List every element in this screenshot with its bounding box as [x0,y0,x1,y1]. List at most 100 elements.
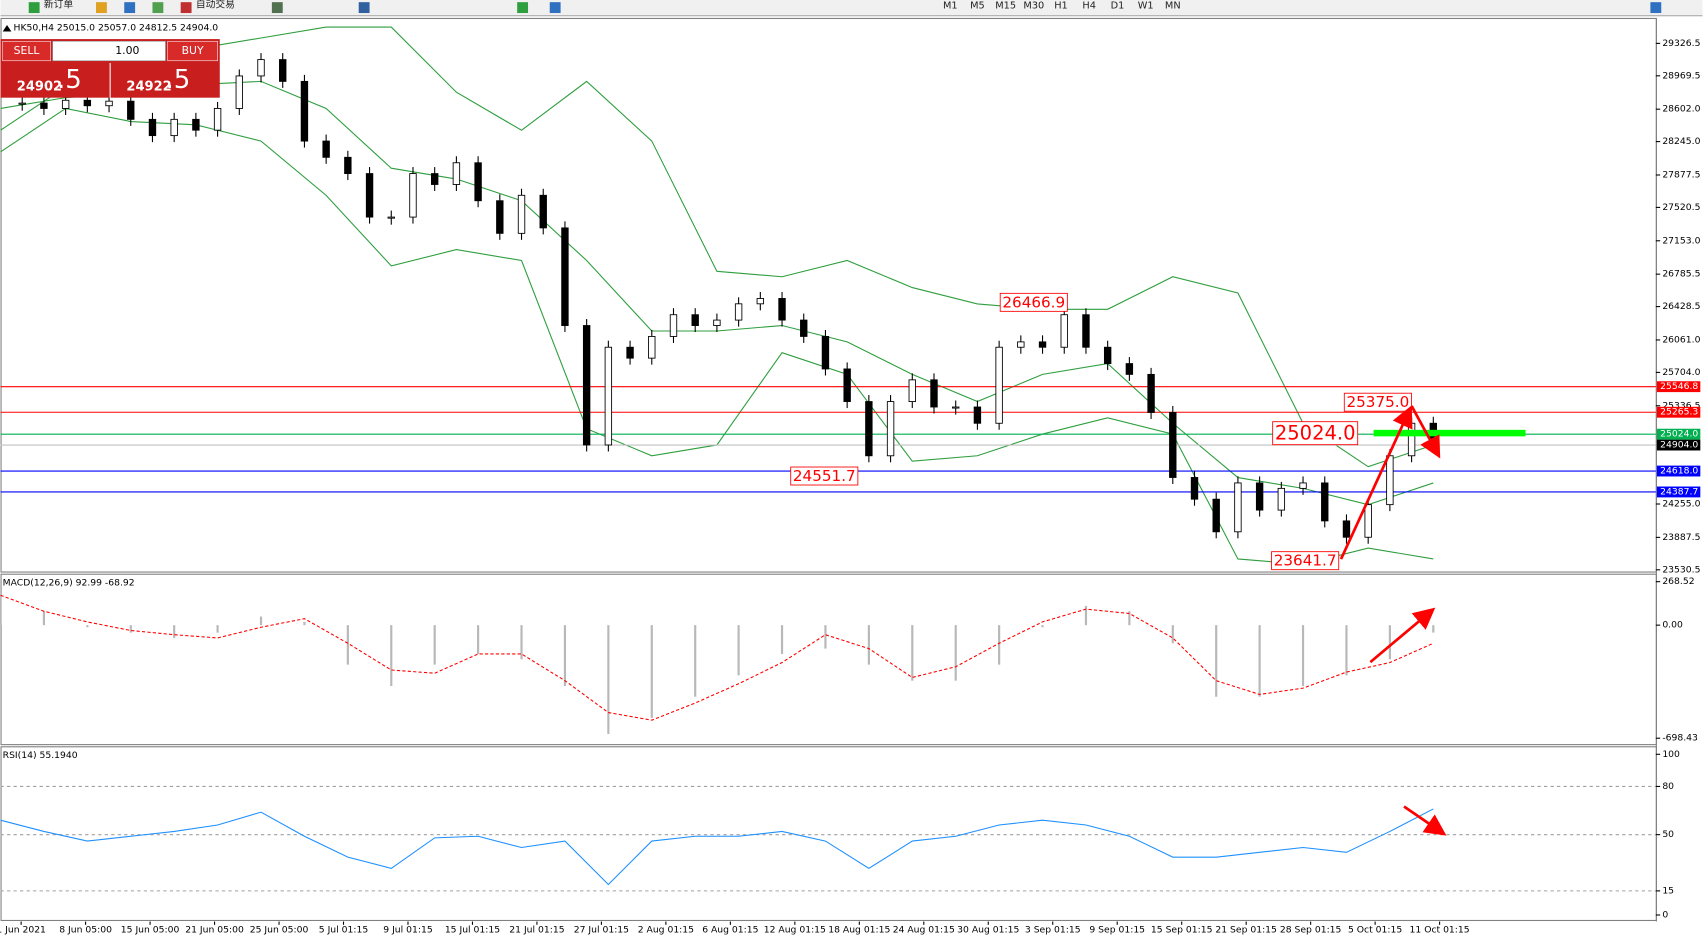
y-tick-label: -698.43 [1662,733,1698,744]
x-tick-label: 8 Jun 05:00 [59,925,112,936]
y-tick-label: 0 [1662,909,1668,920]
annotation-box [999,292,1068,312]
y-tick-label: 50 [1662,829,1674,840]
timeframe-button[interactable]: M15 [995,0,1016,11]
candle-body [1017,341,1025,348]
y-tick-label: 23887.5 [1662,532,1700,543]
icon[interactable] [271,2,283,14]
timeframe-button[interactable]: M30 [1023,0,1044,11]
macd-bar [303,621,306,626]
candle-body [778,298,786,321]
candle-body [496,200,504,234]
candle-body [344,156,352,175]
price-label-box [1656,406,1701,418]
arrow [1410,405,1441,459]
macd-bar [1432,625,1435,633]
auto-trading-button[interactable]: 自动交易 [196,0,235,10]
candle-body [192,118,200,131]
sell-label[interactable]: SELL [14,44,40,57]
icon[interactable] [1650,2,1662,14]
timeframe-button[interactable]: D1 [1111,0,1125,11]
y-tick-label: 15 [1662,885,1674,896]
candle-body [930,379,938,408]
y-tick-label: 26428.5 [1662,301,1700,312]
candle-body [800,319,808,337]
toolbar-bg [0,0,1703,16]
candle-body [1234,482,1242,533]
x-tick-label: 18 Aug 01:15 [828,925,890,936]
macd-bar [824,625,827,649]
price-label: 25024.0 [1660,429,1698,440]
candle-body [452,162,461,185]
icon[interactable] [28,2,40,14]
x-tick-label: 27 Jul 01:15 [574,925,629,936]
sell-button[interactable] [2,40,51,62]
x-tick-label: 9 Sep 01:15 [1089,925,1145,936]
candle-body [1190,477,1199,500]
macd-bar [780,625,784,654]
macd-bar [520,625,523,660]
macd-bar [390,625,393,687]
candle-body [279,59,287,82]
icon[interactable] [517,2,529,14]
macd-bar [1171,625,1174,644]
candle-body [539,194,547,229]
candle-body [973,406,982,424]
one-click-trading: SELL 1.00 BUY 24902 .5 24922 .5 [0,39,220,98]
macd-bar [173,625,176,638]
timeframes: M1 M5 M15 M30 H1 H4 D1 W1 MN [943,0,1181,11]
icon[interactable] [152,2,164,14]
candle-body [1386,455,1394,506]
buy-price[interactable]: 24922 [126,79,171,94]
candle-body [83,99,92,107]
sell-price[interactable]: 24902 [17,79,62,94]
macd-bar [1345,625,1348,676]
candle-body [1407,422,1416,457]
x-tick-label: 15 Jun 05:00 [121,925,180,936]
timeframe-button[interactable]: H4 [1082,0,1096,11]
candle-body [1277,487,1286,511]
macd-bar [1388,625,1391,660]
icon[interactable] [358,2,370,14]
macd-bar [259,616,263,626]
icon[interactable] [549,2,561,14]
y-tick-label: 27877.5 [1662,169,1700,180]
price-label: 24904.0 [1660,440,1698,451]
price-annotation: 23641.7 [1274,552,1337,570]
icon[interactable] [96,2,107,14]
timeframe-button[interactable]: M1 [943,0,958,11]
indicator-title: MACD(12,26,9) 92.99 -68.92 [3,577,135,588]
candle-body [1125,363,1134,375]
buy-label[interactable]: BUY [182,44,204,57]
lot-size[interactable]: 1.00 [115,44,139,57]
icon[interactable] [180,2,192,14]
candle-body [669,314,678,337]
candle-body [995,346,1003,424]
y-tick-label: 27520.5 [1662,202,1700,213]
y-tick-label: 28969.5 [1662,70,1700,81]
buy-button[interactable] [167,40,218,62]
timeframe-button[interactable]: MN [1165,0,1181,11]
arrow [1339,405,1413,560]
buy-price-fraction[interactable]: .5 [165,65,190,95]
candle-body [61,99,70,109]
lot-input[interactable] [52,40,166,62]
arrow [1403,805,1447,836]
timeframe-button[interactable]: H1 [1054,0,1068,11]
candle-body [865,401,873,457]
candle-body [691,314,699,326]
sell-price-fraction[interactable]: .5 [57,65,82,95]
macd-bar [346,625,349,665]
candle-body [409,173,417,218]
x-tick-label: 15 Jul 01:15 [445,925,500,936]
timeframe-button[interactable]: M5 [970,0,985,11]
macd-bar [86,625,89,628]
new-order-button[interactable]: 新订单 [44,0,73,10]
x-tick-label: 25 Jun 05:00 [250,925,309,936]
timeframe-button[interactable]: W1 [1138,0,1154,11]
x-tick-label: 28 Sep 01:15 [1280,925,1342,936]
price-label-box [1656,381,1701,393]
icon[interactable] [124,2,136,14]
indicator-title: RSI(14) 55.1940 [3,750,78,761]
price-label-box [1656,486,1701,498]
